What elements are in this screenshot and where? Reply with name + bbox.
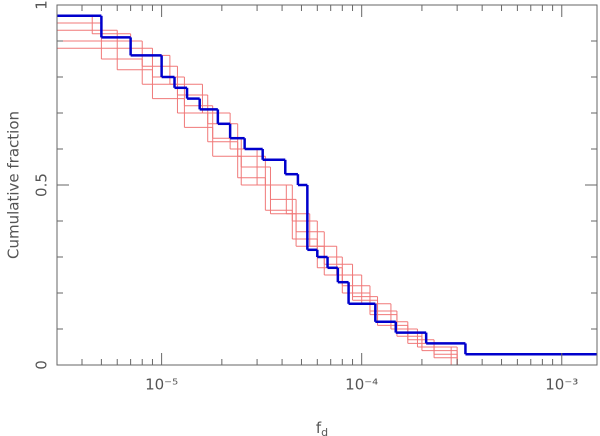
step-series — [57, 40, 597, 366]
x-axis-label: fd — [316, 419, 328, 436]
x-tick-label: 10⁻⁵ — [145, 376, 178, 394]
step-series — [57, 47, 597, 366]
y-tick-label: 1 — [33, 0, 51, 10]
step-series — [57, 14, 597, 356]
y-tick-label: 0 — [33, 360, 51, 370]
step-series — [57, 29, 597, 366]
y-tick-label: 0.5 — [33, 173, 51, 197]
y-axis-label: Cumulative fraction — [5, 111, 23, 259]
x-tick-label: 10⁻³ — [545, 376, 578, 394]
step-series — [57, 22, 597, 366]
x-label-sub: d — [321, 426, 328, 436]
x-label-main: f — [316, 419, 322, 436]
step-series — [57, 15, 597, 366]
x-tick-label: 10⁻⁴ — [345, 376, 378, 394]
